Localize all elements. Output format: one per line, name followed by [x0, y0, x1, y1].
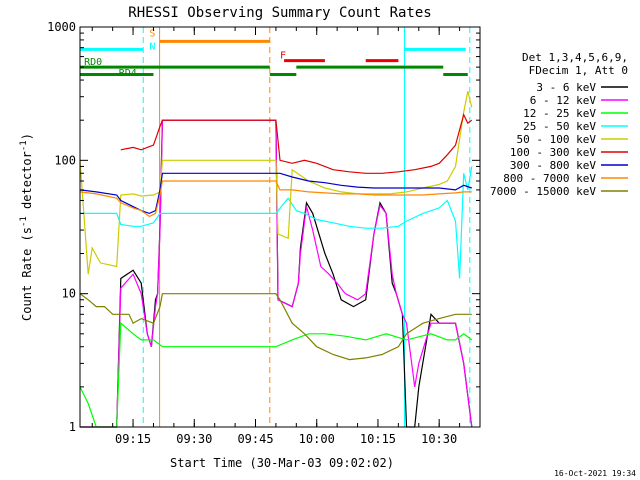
- legend-label-800-7000-kev: 800 - 7000 keV: [503, 172, 596, 185]
- legend-label-6-12-kev: 6 - 12 keV: [530, 94, 597, 107]
- y-tick-label: 1000: [47, 20, 76, 34]
- plot-area: SN F RD0 RD4: [79, 27, 473, 428]
- legend-label-3-6-kev: 3 - 6 keV: [536, 81, 596, 94]
- y-axis-label-end: ): [20, 133, 34, 140]
- series-line-12-25-kev: [79, 321, 473, 428]
- y-axis-label-exponent-1: -1: [19, 216, 29, 227]
- x-tick-label: 10:30: [421, 432, 457, 446]
- x-tick-label: 09:45: [237, 432, 273, 446]
- y-axis-label-main: Count Rate (s: [20, 227, 34, 321]
- axes: 09:15 09:30 09:45 10:00 10:15 10:30 1 10 100 1000: [47, 20, 481, 446]
- y-axis-label: Count Rate (s-1 detector-1): [19, 133, 34, 321]
- y-tick-label: 1: [69, 420, 76, 434]
- chart-title: RHESSI Observing Summary Count Rates: [128, 5, 431, 21]
- legend-header-line-2: FDecim 1, Att 0: [529, 64, 628, 77]
- status-label-2: F: [280, 51, 286, 62]
- legend-label-300-800-kev: 300 - 800 keV: [510, 159, 596, 172]
- legend-label-100-300-kev: 100 - 300 keV: [510, 146, 596, 159]
- y-tick-label: 10: [62, 287, 76, 301]
- status-label-3: RD0: [84, 57, 102, 68]
- series-line-50-100-kev: [79, 91, 473, 275]
- series-line-300-800-kev: [79, 172, 472, 215]
- x-tick-label: 10:00: [299, 432, 335, 446]
- series-line-800-7000-kev: [79, 180, 472, 218]
- legend-label-7000-15000-kev: 7000 - 15000 keV: [490, 185, 596, 198]
- legend-label-25-50-kev: 25 - 50 keV: [523, 120, 596, 133]
- y-axis-label-middle: detector: [20, 151, 34, 216]
- series-line-25-50-kev: [80, 166, 473, 279]
- legend-label-50-100-kev: 50 - 100 keV: [517, 133, 597, 146]
- x-tick-label: 09:30: [176, 432, 212, 446]
- status-label-1: N: [149, 41, 155, 52]
- status-label-4: RD4: [119, 68, 137, 79]
- x-tick-label: 10:15: [360, 432, 396, 446]
- y-tick-label: 100: [54, 153, 76, 167]
- y-axis-label-exponent-2: -1: [19, 140, 29, 151]
- x-tick-label: 09:15: [115, 432, 151, 446]
- status-label-0: S: [149, 28, 155, 39]
- legend-header-line-1: Det 1,3,4,5,6,9,: [522, 51, 628, 64]
- legend: Det 1,3,4,5,6,9, FDecim 1, Att 0 3 - 6 k…: [490, 51, 628, 198]
- series-line-100-300-kev: [120, 112, 473, 174]
- legend-label-12-25-kev: 12 - 25 keV: [523, 107, 596, 120]
- footer-date: 16-Oct-2021 19:34: [554, 469, 636, 478]
- plot-frame: [79, 26, 481, 428]
- series-line-7000-15000-kev: [79, 293, 472, 361]
- x-axis-label: Start Time (30-Mar-03 09:02:02): [170, 456, 394, 470]
